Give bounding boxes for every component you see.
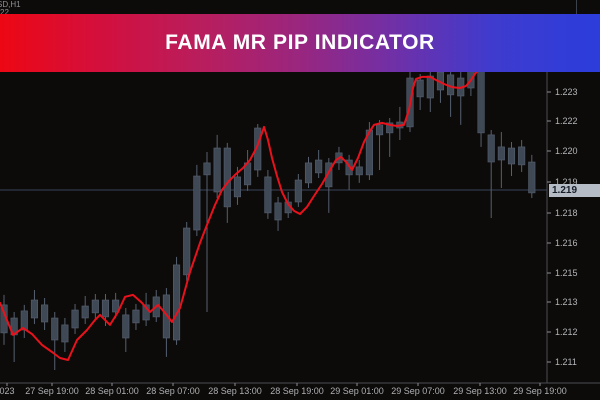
price-tick-label: 1.223 (555, 87, 578, 97)
fama-indicator-line (0, 69, 479, 361)
candle-body (132, 309, 140, 324)
price-tick-label: 1.219 (555, 177, 578, 187)
time-tick-label: 29 Sep 13:00 (453, 386, 507, 396)
chart-top-divider-line (576, 0, 577, 14)
time-tick-label: 28 Sep 01:00 (85, 386, 139, 396)
indicator-title-banner: FAMA MR PIP INDICATOR (0, 14, 600, 72)
candle-body (223, 147, 231, 208)
candle-body (41, 304, 49, 323)
candle-body (254, 127, 262, 171)
candle-body (173, 264, 181, 341)
candle-body (304, 162, 313, 184)
candle-body (416, 79, 424, 98)
quote-value-fragment: 22 (0, 8, 9, 17)
banner-title: FAMA MR PIP INDICATOR (165, 31, 435, 54)
candle-body (487, 134, 495, 163)
time-tick-label: 29 Sep 01:00 (330, 386, 384, 396)
candle-body (91, 299, 99, 314)
candle-body (507, 147, 516, 165)
price-tick-label: 1.212 (555, 327, 578, 337)
price-tick-label: 1.213 (555, 297, 578, 307)
price-tick-label: 1.222 (555, 116, 578, 126)
candle-body (315, 159, 323, 174)
candle-body (274, 202, 282, 221)
price-tick-label: 1.215 (555, 268, 578, 278)
time-tick-label: 29 Sep 19:00 (513, 386, 567, 396)
time-tick-label: 28 Sep 19:00 (270, 386, 324, 396)
candle-body (203, 162, 211, 176)
candle-body (375, 124, 384, 136)
candle-body (51, 317, 59, 341)
candle-body (61, 324, 69, 343)
candle-body (477, 69, 485, 134)
candle-body (101, 299, 110, 318)
time-tick-label: 29 Sep 07:00 (391, 386, 445, 396)
candle-body (233, 176, 241, 198)
candle-body (528, 161, 536, 194)
candle-body (122, 314, 130, 339)
candle-body (518, 146, 526, 166)
candle-body (193, 175, 201, 231)
price-tick-label: 1.216 (555, 238, 578, 248)
time-tick-label: 28 Sep 07:00 (146, 386, 200, 396)
price-tick-label: 1.220 (555, 146, 578, 156)
candle-body (386, 122, 394, 134)
symbol-timeframe-label: SD,H1 (0, 0, 21, 9)
candle-body (325, 162, 333, 188)
candle-body (213, 147, 221, 193)
time-tick-label: 27 Sep 19:00 (25, 386, 79, 396)
candle-body (264, 176, 272, 214)
time-tick-label: 023 (0, 386, 15, 396)
current-price-badge: 1.219 (549, 184, 600, 197)
candle-body (162, 294, 170, 339)
candle-body (81, 305, 89, 319)
time-tick-label: 28 Sep 13:00 (208, 386, 262, 396)
candle-body (30, 299, 39, 319)
price-tick-label: 1.211 (555, 357, 577, 367)
candle-body (497, 146, 505, 161)
candle-body (183, 227, 191, 276)
candle-body (20, 310, 28, 331)
candle-body (71, 309, 79, 329)
candle-body (112, 299, 120, 313)
price-tick-label: 1.218 (555, 208, 578, 218)
candle-body (294, 179, 302, 203)
candle-body (355, 166, 363, 176)
